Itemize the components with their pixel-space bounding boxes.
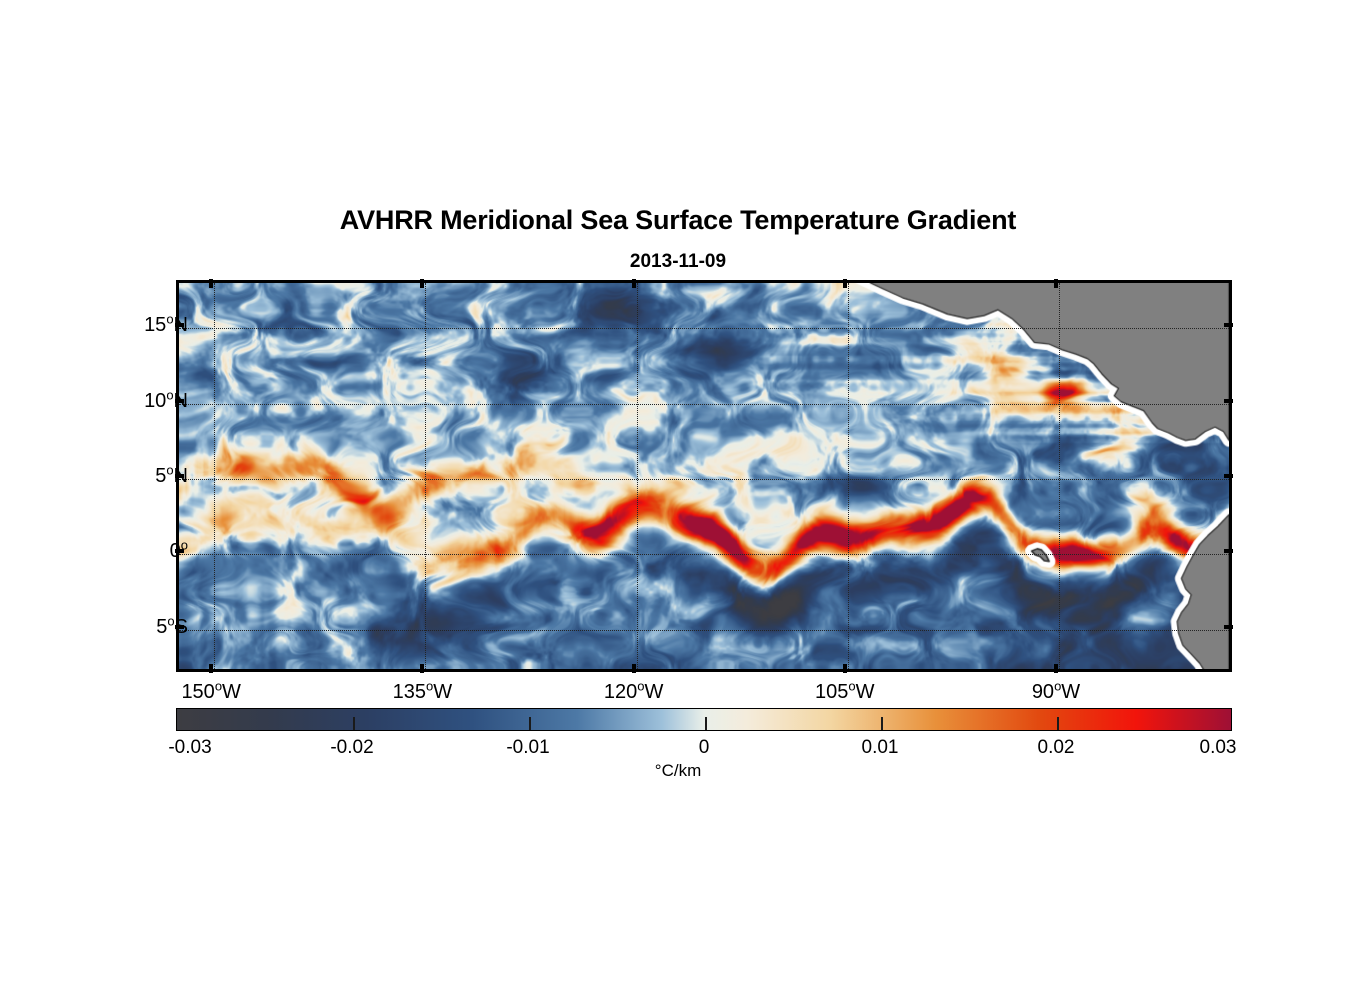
y-axis-tick-label: 5oN <box>155 462 188 487</box>
grid-line-latitude <box>179 554 1229 556</box>
map-plot-area <box>176 280 1232 672</box>
colorbar-tick-mark <box>881 717 883 730</box>
axis-tick-mark <box>175 398 184 403</box>
y-axis-tick-label: 5oS <box>156 613 188 638</box>
x-axis-tick-label: 135oW <box>392 678 453 703</box>
axis-tick-mark <box>175 624 184 629</box>
axis-tick-mark <box>420 664 425 673</box>
sst-gradient-heatmap <box>179 283 1229 669</box>
grid-line-longitude <box>425 283 427 669</box>
axis-tick-mark <box>631 664 636 673</box>
axis-tick-mark <box>842 279 847 288</box>
colorbar-tick-label: -0.02 <box>330 737 374 758</box>
grid-line-latitude <box>179 328 1229 330</box>
axis-tick-mark <box>842 664 847 673</box>
grid-line-longitude <box>214 283 216 669</box>
axis-tick-mark <box>1224 323 1233 328</box>
grid-line-latitude <box>179 629 1229 631</box>
colorbar <box>176 708 1232 731</box>
axis-tick-mark <box>1054 279 1058 288</box>
x-axis-tick-label: 150oW <box>181 678 241 703</box>
axis-tick-mark <box>1054 664 1058 673</box>
colorbar-tick-label: -0.01 <box>506 737 550 758</box>
axis-tick-mark <box>175 323 184 328</box>
colorbar-tick-mark <box>1057 717 1059 730</box>
colorbar-gradient <box>177 709 1231 730</box>
colorbar-tick-label: -0.03 <box>168 737 212 758</box>
x-axis-tick-label: 90oW <box>1031 678 1081 703</box>
chart-subtitle: 2013-11-09 <box>629 251 727 272</box>
axis-tick-mark <box>631 279 636 288</box>
colorbar-tick-mark <box>529 717 531 730</box>
colorbar-tick-label: 0 <box>698 737 710 758</box>
axis-tick-mark <box>209 664 214 673</box>
colorbar-unit-label: °C/km <box>654 761 702 780</box>
axis-tick-mark <box>1224 624 1233 629</box>
axis-tick-mark <box>209 279 214 288</box>
colorbar-tick-mark <box>705 717 707 730</box>
axis-tick-mark <box>1224 549 1233 554</box>
page-title: AVHRR Meridional Sea Surface Temperature… <box>339 205 1017 235</box>
colorbar-tick-label: 0.02 <box>1037 737 1075 758</box>
grid-line-latitude <box>179 479 1229 480</box>
axis-tick-mark <box>175 549 184 554</box>
axis-tick-mark <box>420 279 425 288</box>
x-axis-tick-label: 105oW <box>815 678 875 703</box>
grid-line-longitude <box>847 283 849 669</box>
grid-line-longitude <box>1059 283 1060 669</box>
y-axis-tick-label: 15oN <box>144 311 188 337</box>
y-axis-tick-label: 0o <box>169 537 188 563</box>
axis-tick-mark <box>1224 474 1233 478</box>
colorbar-tick-label: 0.01 <box>861 737 899 758</box>
axis-tick-mark <box>175 474 184 478</box>
colorbar-tick-mark <box>353 717 355 730</box>
grid-line-latitude <box>179 403 1229 405</box>
colorbar-tick-label: 0.03 <box>1199 737 1237 758</box>
y-axis-tick-label: 10oN <box>144 386 188 412</box>
x-axis-tick-label: 120oW <box>603 678 664 703</box>
axis-tick-mark <box>1224 398 1233 403</box>
grid-line-longitude <box>636 283 638 669</box>
